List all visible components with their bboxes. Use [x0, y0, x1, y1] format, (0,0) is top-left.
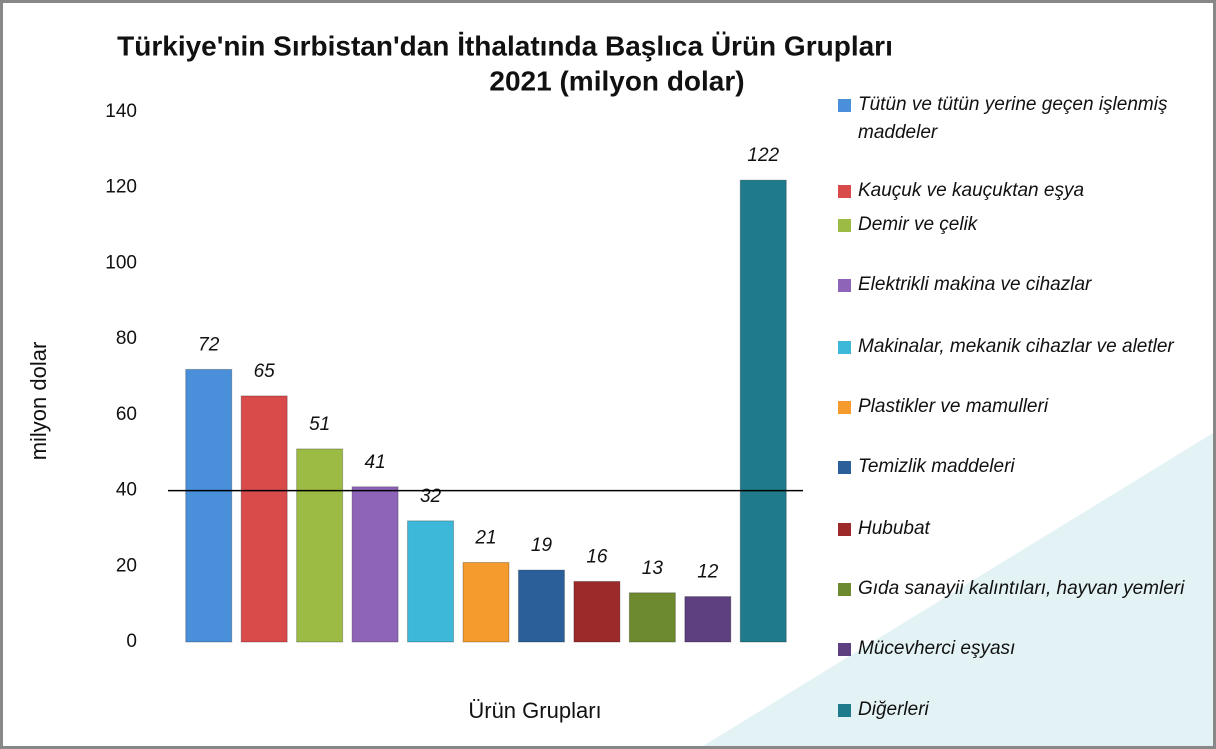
- bar: [351, 486, 399, 643]
- y-tick-label: 40: [116, 480, 137, 501]
- bar: [185, 368, 233, 643]
- data-label: 13: [642, 558, 664, 579]
- legend-swatch: [838, 643, 851, 656]
- bar: [573, 580, 621, 643]
- legend-swatch: [838, 341, 851, 354]
- y-tick-label: 140: [105, 101, 137, 122]
- y-axis-title: milyon dolar: [26, 342, 51, 461]
- legend-label: Gıda sanayii kalıntıları, hayvan yemleri: [858, 578, 1185, 599]
- x-axis-title: Ürün Grupları: [468, 698, 601, 723]
- legend-item: Temizlik maddeleri: [838, 453, 1188, 481]
- legend-label: Diğerleri: [858, 699, 929, 720]
- legend-item: Elektrikli makina ve cihazlar: [838, 271, 1188, 299]
- bar: [517, 569, 565, 643]
- data-label: 65: [254, 361, 276, 382]
- data-label: 51: [309, 414, 330, 435]
- legend-swatch: [838, 185, 851, 198]
- legend-label: Elektrikli makina ve cihazlar: [858, 274, 1092, 295]
- legend-label: Demir ve çelik: [858, 214, 978, 235]
- legend-label: Makinalar, mekanik cihazlar ve aletler: [858, 336, 1174, 357]
- background-decoration: [703, 433, 1213, 746]
- legend-swatch: [838, 523, 851, 536]
- data-label: 122: [747, 145, 779, 166]
- bar: [739, 179, 787, 643]
- y-tick-label: 0: [126, 631, 137, 652]
- data-label: 21: [474, 528, 496, 549]
- bar: [628, 592, 676, 643]
- data-label: 16: [586, 546, 608, 567]
- y-tick-label: 60: [116, 404, 137, 425]
- chart-subtitle: 2021 (milyon dolar): [489, 65, 744, 96]
- legend-label: Hububat: [858, 518, 930, 539]
- data-label: 19: [531, 535, 553, 556]
- data-label: 41: [365, 452, 386, 473]
- legend-swatch: [838, 99, 851, 112]
- legend-item: Tütün ve tütün yerine geçen işlenmiş mad…: [838, 91, 1188, 147]
- bar: [684, 596, 732, 643]
- legend-label: Tütün ve tütün yerine geçen işlenmiş mad…: [858, 94, 1168, 143]
- legend-label: Mücevherci eşyası: [858, 638, 1016, 659]
- legend-swatch: [838, 219, 851, 232]
- legend-item: Makinalar, mekanik cihazlar ve aletler: [838, 333, 1188, 361]
- data-label: 72: [198, 334, 220, 355]
- legend-item: Demir ve çelik: [838, 211, 1188, 239]
- legend-item: Plastikler ve mamulleri: [838, 393, 1188, 421]
- legend-item: Kauçuk ve kauçuktan eşya: [838, 177, 1188, 205]
- chart-title: Türkiye'nin Sırbistan'dan İthalatında Ba…: [117, 30, 893, 61]
- legend-swatch: [838, 461, 851, 474]
- y-tick-label: 80: [116, 328, 137, 349]
- legend-item: Mücevherci eşyası: [838, 635, 1188, 663]
- legend-swatch: [838, 704, 851, 717]
- legend-label: Kauçuk ve kauçuktan eşya: [858, 180, 1085, 201]
- legend-swatch: [838, 401, 851, 414]
- y-tick-label: 20: [116, 555, 137, 576]
- bar: [462, 562, 510, 643]
- y-tick-label: 120: [105, 177, 137, 198]
- chart: Türkiye'nin Sırbistan'dan İthalatında Ba…: [26, 30, 1213, 746]
- legend-item: Gıda sanayii kalıntıları, hayvan yemleri: [838, 575, 1188, 603]
- legend-label: Plastikler ve mamulleri: [858, 396, 1049, 417]
- legend-item: Hububat: [838, 515, 1188, 543]
- y-tick-label: 100: [105, 252, 137, 273]
- legend-label: Temizlik maddeleri: [858, 456, 1015, 477]
- bar: [407, 520, 455, 643]
- data-label: 12: [697, 562, 719, 583]
- legend-item: Diğerleri: [838, 696, 1188, 724]
- bar: [296, 448, 344, 643]
- bar: [240, 395, 288, 643]
- data-label: 32: [420, 486, 442, 507]
- legend-swatch: [838, 279, 851, 292]
- legend-swatch: [838, 583, 851, 596]
